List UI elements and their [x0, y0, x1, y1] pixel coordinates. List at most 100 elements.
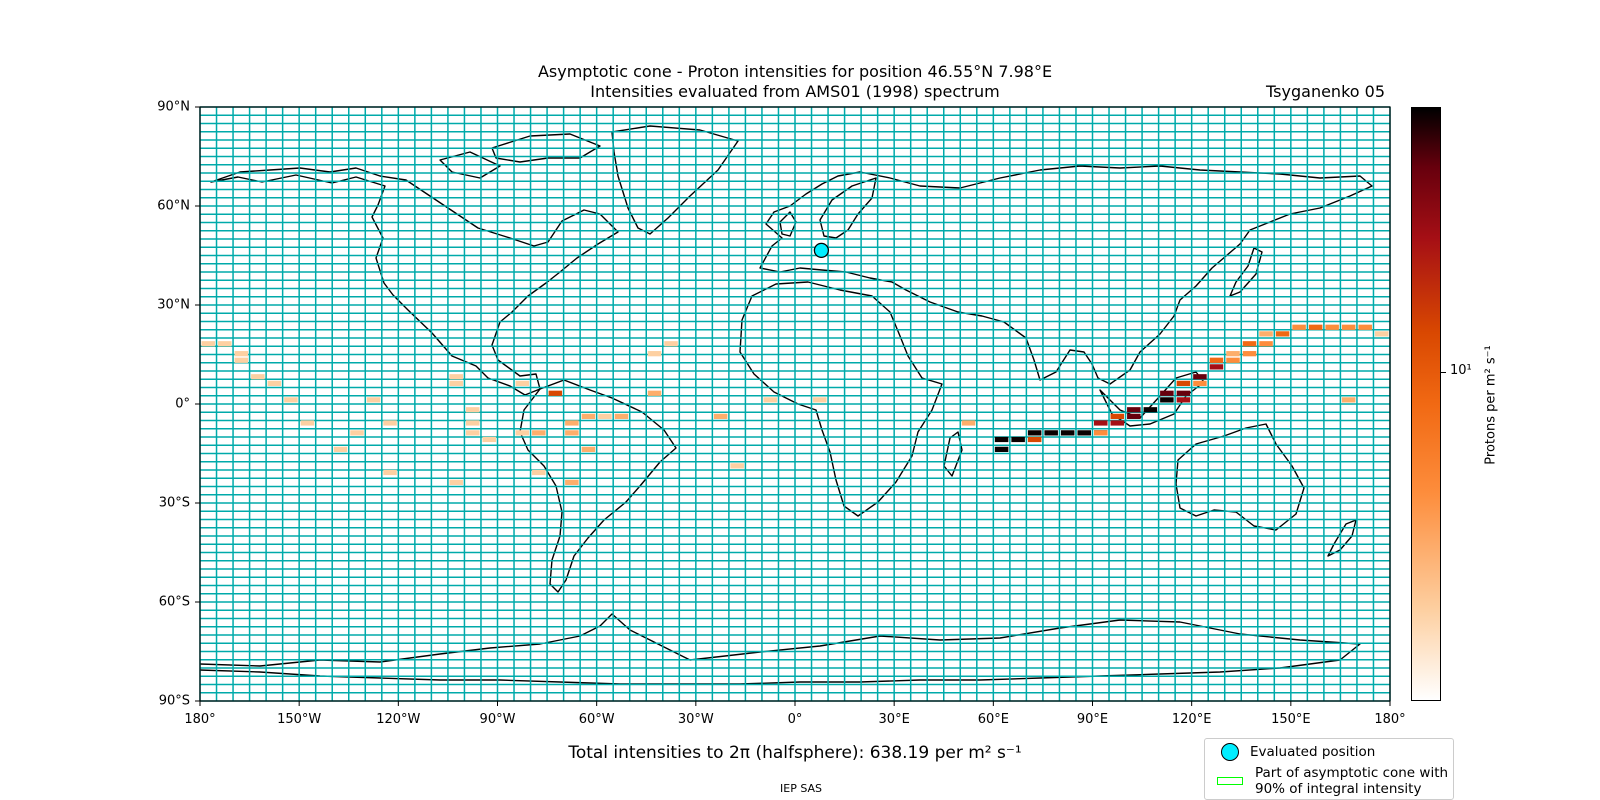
x-tick-label: 90°E [1076, 712, 1109, 727]
evaluated-position-marker [813, 242, 830, 259]
intensity-cell [449, 380, 463, 386]
intensity-cell [1127, 407, 1141, 413]
intensity-cell [366, 397, 381, 403]
intensity-cell [763, 397, 777, 403]
intensity-cell [1209, 364, 1224, 370]
legend-marker-icon [1221, 743, 1239, 761]
y-tick-label: 90°N [157, 99, 190, 115]
intensity-cell [1077, 430, 1091, 436]
intensity-cell [1341, 324, 1356, 330]
intensity-cell [1110, 420, 1125, 426]
cone-grid [199, 106, 1391, 702]
colorbar-label: Protons per m² s⁻¹ [1483, 345, 1499, 465]
intensity-cell [548, 390, 563, 396]
intensity-cell [647, 351, 662, 357]
x-tick-label: 90°W [479, 712, 516, 727]
y-tick-label: 30°N [157, 297, 190, 313]
y-tick-label: 30°S [158, 495, 190, 511]
intensity-cell [201, 341, 216, 347]
coast-greenland [611, 125, 739, 235]
intensity-cell [515, 430, 530, 436]
legend-cone-line1: Part of asymptotic cone with [1255, 765, 1449, 781]
intensity-cell [449, 479, 463, 485]
x-tick-label: 60°E [977, 712, 1009, 727]
total-intensity-text: Total intensities to 2π (halfsphere): 63… [568, 743, 1022, 763]
intensity-cell [1160, 397, 1174, 403]
x-tick-label: 180° [184, 712, 216, 727]
colorbar [1411, 107, 1441, 701]
intensity-cell [1027, 430, 1042, 436]
y-tick-label: 90°S [158, 693, 190, 709]
intensity-cell [1044, 430, 1058, 436]
intensity-cell [730, 463, 744, 469]
coast-uk [779, 211, 797, 237]
intensity-cell [1193, 374, 1207, 380]
intensity-cell [234, 357, 249, 363]
intensity-cell [383, 469, 397, 476]
intensity-cell [961, 420, 976, 426]
legend-cone-label: Part of asymptotic cone with 90% of inte… [1255, 765, 1448, 797]
intensity-cell [1292, 324, 1306, 330]
x-tick-label: 120°W [376, 712, 421, 727]
intensity-cell [1094, 420, 1108, 426]
coast-australia [1175, 423, 1305, 531]
intensity-cell [383, 420, 397, 426]
intensity-cell [565, 479, 579, 485]
intensity-cell [713, 413, 728, 419]
intensity-cell [614, 413, 629, 419]
intensity-cell [465, 407, 480, 413]
intensity-cell [1176, 380, 1191, 386]
colorbar-tick-label: 10¹ [1450, 363, 1472, 378]
x-tick-label: 30°E [878, 712, 910, 727]
intensity-cell [1176, 397, 1191, 403]
intensity-cell [1358, 324, 1372, 330]
intensity-cell [1242, 341, 1257, 347]
coast-eurasia [759, 165, 1373, 385]
x-tick-label: 120°E [1171, 712, 1212, 727]
intensity-cell [234, 351, 249, 357]
x-tick-label: 150°E [1271, 712, 1311, 727]
intensity-cell [1110, 413, 1125, 419]
coast-antarctica [199, 613, 1361, 685]
intensity-cell [581, 446, 596, 452]
intensity-cell [1176, 390, 1191, 396]
intensity-cell [350, 430, 364, 436]
y-tick-label: 60°S [158, 594, 190, 610]
intensity-cell [813, 397, 827, 403]
intensity-cell [1011, 436, 1025, 443]
land-outlines [199, 125, 1373, 685]
intensity-cell [994, 436, 1009, 443]
x-tick-label: 180° [1374, 712, 1406, 727]
intensity-cell [333, 446, 348, 452]
legend-evaluated-label: Evaluated position [1250, 744, 1376, 760]
intensity-cell [1193, 380, 1207, 386]
legend-cone-icon [1217, 777, 1243, 785]
intensity-cell [267, 380, 282, 386]
intensity-cell [1143, 407, 1158, 413]
credit-label: IEP SAS [780, 782, 823, 795]
intensity-cell [251, 374, 265, 380]
intensity-cell [482, 436, 496, 443]
colorbar-tick [1441, 372, 1446, 373]
intensity-cell [300, 420, 315, 426]
chart-title: Asymptotic cone - Proton intensities for… [537, 62, 1053, 81]
x-tick-label: 150°W [277, 712, 322, 727]
intensity-cell [532, 430, 546, 436]
chart-subtitle: Intensities evaluated from AMS01 (1998) … [590, 82, 1000, 101]
coast-scandinavia [819, 177, 877, 239]
intensity-cell [1127, 413, 1141, 419]
model-label: Tsyganenko 05 [1266, 82, 1385, 101]
intensity-cell [598, 413, 612, 419]
intensity-cell [449, 374, 463, 380]
map-axes [195, 106, 1391, 706]
y-tick-label: 0° [175, 396, 190, 412]
legend: Evaluated position Part of asymptotic co… [1204, 738, 1454, 800]
intensity-cell [218, 341, 232, 347]
intensity-cell [1094, 430, 1108, 436]
intensity-cell [1060, 430, 1075, 436]
coast-new-zealand [1327, 519, 1357, 557]
x-tick-label: 0° [787, 712, 803, 727]
intensity-cell [1027, 436, 1042, 443]
x-tick-label: 30°W [677, 712, 714, 727]
